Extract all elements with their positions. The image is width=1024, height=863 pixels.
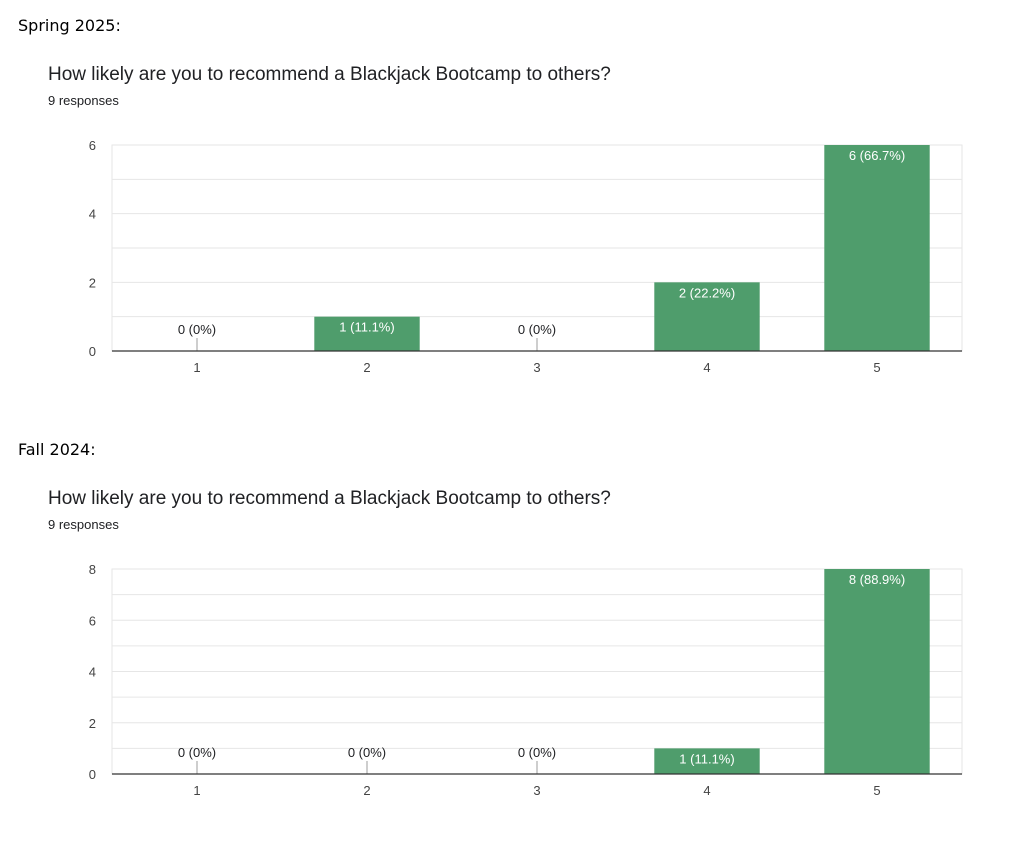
- bar-5: [824, 145, 930, 351]
- bar-5: [824, 569, 930, 774]
- data-label-4: 1 (11.1%): [679, 751, 734, 766]
- data-label-1: 0 (0%): [178, 322, 216, 337]
- data-label-1: 0 (0%): [178, 745, 216, 760]
- bar-4: [654, 748, 760, 774]
- y-tick-label: 8: [89, 562, 96, 577]
- data-label-5: 6 (66.7%): [849, 148, 905, 163]
- data-label-5: 8 (88.9%): [849, 572, 905, 587]
- data-label-3: 0 (0%): [518, 322, 556, 337]
- y-tick-label: 2: [89, 275, 96, 290]
- y-tick-label: 6: [89, 613, 96, 628]
- x-tick-label: 2: [363, 360, 370, 375]
- data-label-2: 1 (11.1%): [339, 320, 394, 335]
- y-tick-label: 6: [89, 138, 96, 153]
- x-tick-label: 2: [363, 783, 370, 798]
- x-tick-label: 4: [703, 360, 710, 375]
- x-tick-label: 3: [533, 360, 540, 375]
- data-label-3: 0 (0%): [518, 745, 556, 760]
- data-label-4: 2 (22.2%): [679, 285, 735, 300]
- x-tick-label: 3: [533, 783, 540, 798]
- response-count: 9 responses: [48, 93, 119, 108]
- y-tick-label: 0: [89, 767, 96, 782]
- response-count: 9 responses: [48, 517, 119, 532]
- chart-title: How likely are you to recommend a Blackj…: [48, 488, 611, 509]
- x-tick-label: 5: [873, 360, 880, 375]
- chart-title: How likely are you to recommend a Blackj…: [48, 64, 611, 85]
- x-tick-label: 5: [873, 783, 880, 798]
- y-tick-label: 0: [89, 344, 96, 359]
- data-label-2: 0 (0%): [348, 745, 386, 760]
- y-tick-label: 4: [89, 207, 96, 222]
- x-tick-label: 4: [703, 783, 710, 798]
- bar-4: [654, 282, 760, 351]
- x-tick-label: 1: [193, 360, 200, 375]
- bar-2: [314, 316, 420, 351]
- section-label-fall-2024: Fall 2024:: [18, 440, 96, 459]
- bar-chart-spring-2025: 0 2 4 6 0 (0%) 1 1 (11.1%) 2 0 (0%) 3 2 (22.2%) 4 6 …: [89, 138, 963, 375]
- y-tick-label: 2: [89, 716, 96, 731]
- y-tick-label: 4: [89, 665, 96, 680]
- section-label-spring-2025: Spring 2025:: [18, 16, 121, 35]
- x-tick-label: 1: [193, 783, 200, 798]
- bar-chart-fall-2024: 0 2 4 6 8 0 (0%) 1 0 (0%) 2 0 (0%) 3 1 (11.1%) 4 8 (8…: [89, 562, 963, 798]
